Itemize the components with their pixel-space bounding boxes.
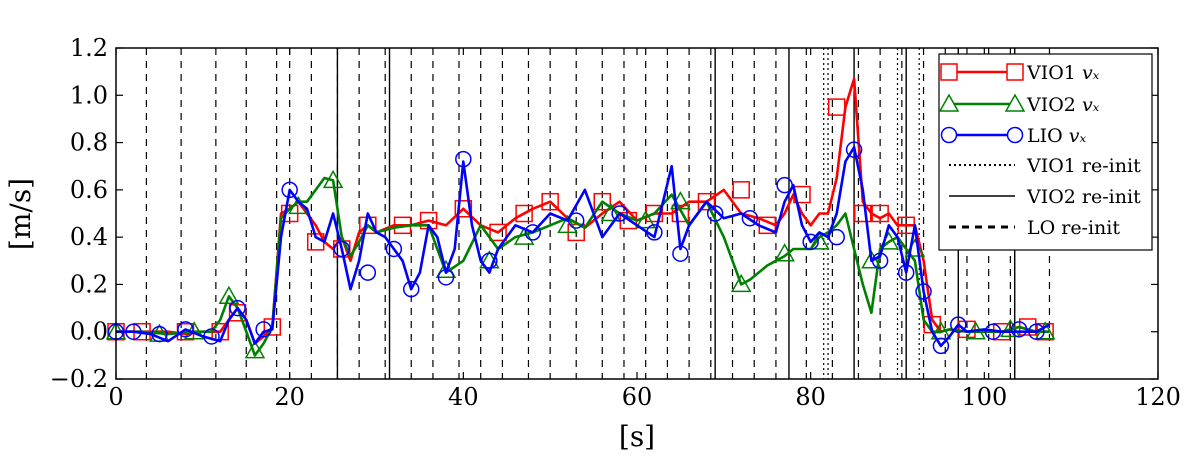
series-marker-vio2-12 [635, 210, 656, 229]
y-tick-label-7: 1.2 [70, 34, 108, 62]
series-marker-vio1-27 [871, 204, 889, 223]
series-marker-lio-23 [802, 233, 819, 251]
series-group [105, 77, 1056, 359]
series-marker-lio-19 [672, 245, 689, 262]
series-marker-lio-6 [255, 321, 272, 338]
series-marker-vio1-15 [541, 192, 559, 211]
series-marker-lio-32 [1010, 321, 1028, 338]
legend-marker-vio2-1 [1004, 93, 1026, 112]
y-tick-label-1: 0.0 [70, 318, 108, 346]
series-marker-vio1-17 [593, 192, 612, 211]
x-tick-label-0: 0 [108, 383, 123, 411]
series-marker-vio1-21 [697, 192, 716, 211]
series-line-lio [116, 146, 1051, 348]
series-marker-vio2-3 [218, 285, 240, 304]
series-marker-lio-10 [385, 240, 403, 258]
x-tick-label-3: 60 [622, 383, 653, 411]
legend-marker-vio1-0 [940, 63, 958, 81]
series-marker-lio-2 [151, 325, 168, 343]
y-tick-label-3: 0.4 [70, 223, 108, 251]
series-marker-lio-11 [402, 280, 420, 298]
series-marker-lio-5 [229, 299, 246, 317]
series-marker-lio-21 [741, 209, 759, 227]
series-marker-vio1-4 [228, 304, 247, 322]
y-tick-label-5: 0.8 [70, 129, 108, 157]
series-marker-lio-25 [845, 141, 863, 158]
series-marker-lio-14 [481, 252, 498, 270]
series-marker-lio-3 [177, 321, 194, 338]
legend-label-vio2: VIO2 vₓ [1026, 94, 1100, 116]
series-marker-lio-9 [359, 264, 377, 281]
series-marker-lio-27 [897, 264, 915, 281]
series-marker-lio-15 [524, 224, 542, 241]
y-tick-label-2: 0.2 [70, 270, 108, 298]
series-marker-vio2-7 [435, 259, 457, 278]
series-marker-vio1-24 [793, 185, 811, 204]
x-tick-label-5: 100 [961, 383, 1007, 411]
series-line-vio1 [116, 77, 1050, 345]
series-marker-lio-22 [776, 176, 793, 194]
series-marker-vio1-26 [854, 204, 872, 223]
x-tick-label-2: 40 [448, 383, 479, 411]
series-marker-lio-33 [1028, 323, 1045, 340]
series-marker-lio-28 [915, 283, 932, 300]
legend-marker-vio1-1 [1006, 63, 1024, 81]
legend-marker-lio-0 [940, 126, 958, 144]
series-line-vio2 [116, 176, 1050, 357]
series-marker-lio-30 [950, 316, 967, 333]
series-marker-vio1-22 [732, 181, 750, 199]
series-marker-lio-20 [706, 205, 724, 222]
series-marker-vio2-15 [774, 243, 795, 262]
legend-label-dashed: LO re-init [1027, 217, 1120, 239]
series-marker-lio-29 [932, 337, 950, 355]
x-tick-label-4: 80 [795, 383, 826, 411]
series-marker-vio1-25 [827, 98, 846, 116]
series-marker-vio1-14 [515, 204, 533, 223]
x-tick-label-6: 120 [1135, 383, 1181, 411]
x-axis-title: [s] [619, 420, 655, 453]
legend-label-vio1: VIO1 vₓ [1026, 62, 1100, 84]
series-marker-vio2-22 [1000, 318, 1021, 338]
series-marker-lio-4 [203, 328, 220, 345]
legend: VIO1 vₓ VIO2 vₓ LIO vₓ VIO1 re-init VIO2 re-… [938, 53, 1153, 251]
series-marker-lio-17 [611, 205, 628, 222]
series-marker-lio-8 [333, 240, 351, 258]
series-marker-vio2-14 [730, 273, 752, 293]
series-marker-lio-16 [567, 212, 585, 229]
x-tick-label-1: 20 [274, 383, 305, 411]
series-marker-vio2-11 [600, 202, 622, 222]
series-marker-vio2-6 [322, 169, 344, 189]
series-marker-vio2-9 [513, 226, 535, 245]
series-marker-lio-18 [646, 224, 663, 241]
series-marker-lio-1 [125, 323, 142, 340]
y-tick-label-6: 1.0 [70, 81, 108, 109]
series-marker-lio-7 [281, 181, 298, 199]
series-marker-vio1-13 [489, 223, 507, 242]
y-tick-label-0: −0.2 [50, 365, 108, 393]
series-marker-lio-12 [437, 269, 455, 286]
legend-marker-vio2-0 [938, 93, 960, 112]
legend-label-dotted: VIO1 re-init [1026, 155, 1141, 177]
series-marker-lio-26 [871, 252, 889, 270]
legend-label-solid: VIO2 re-init [1026, 186, 1141, 208]
series-marker-vio2-16 [809, 231, 830, 250]
series-marker-lio-13 [455, 150, 472, 168]
ticks-group: 0 20 40 60 80 100 120 −0.2 0.0 0.2 0.4 0.6 0.8 1.0 1.2 [50, 34, 1181, 411]
legend-label-lio: LIO vₓ [1027, 125, 1086, 147]
series-marker-vio2-4 [244, 340, 266, 359]
legend-marker-lio-1 [1006, 126, 1024, 144]
series-marker-lio-31 [984, 323, 1002, 340]
legend-box [938, 53, 1153, 251]
y-axis-title: [m/s] [4, 178, 37, 250]
y-tick-label-4: 0.6 [70, 176, 108, 204]
series-marker-lio-24 [828, 228, 845, 246]
series-marker-vio2-10 [557, 214, 578, 234]
series-marker-vio1-20 [671, 204, 690, 223]
series-marker-vio1-12 [454, 200, 473, 218]
